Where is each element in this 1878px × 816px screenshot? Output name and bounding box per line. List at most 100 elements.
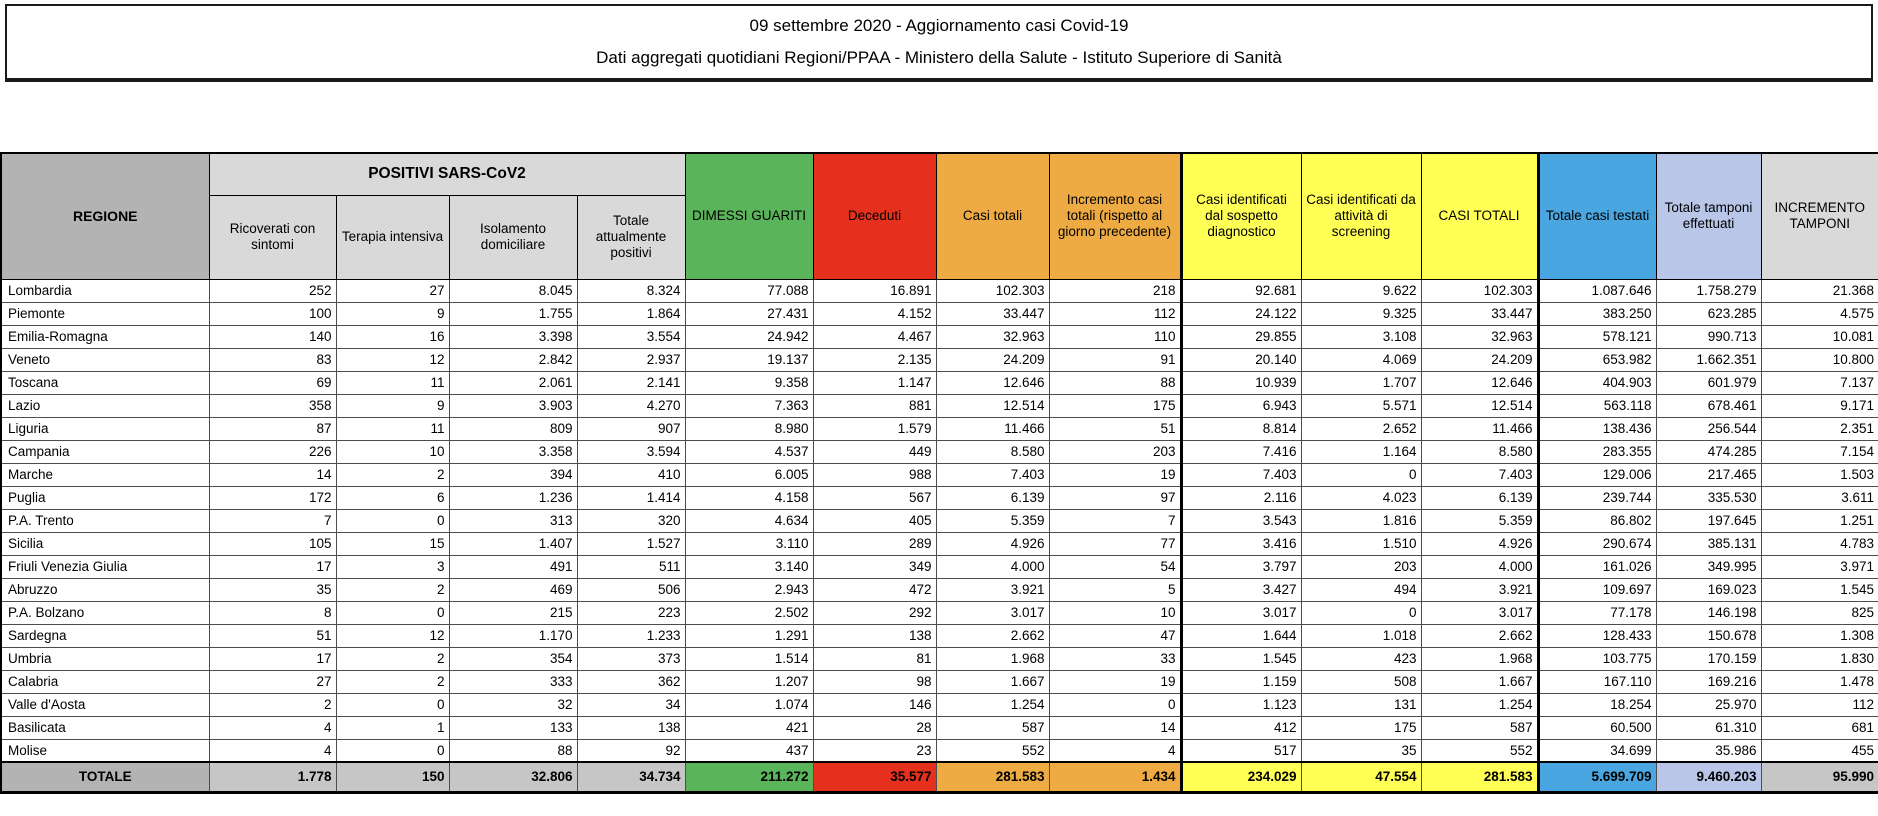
value-cell: 4.270 [576, 393, 686, 418]
value-cell: 1.667 [935, 669, 1050, 694]
value-cell: 27.431 [684, 301, 814, 326]
value-cell: 4.467 [812, 324, 937, 349]
region-cell: Abruzzo [0, 577, 210, 602]
table-row: Basilicata 4 1 133 138 421 28 587 14 412 175 587 60.… [0, 715, 1878, 740]
value-cell: 138 [576, 715, 686, 740]
value-cell: 150.678 [1655, 623, 1762, 648]
value-cell: 1.074 [684, 692, 814, 717]
value-cell: 0 [1048, 692, 1182, 717]
column-header-casi-sospetto-diagnostico: Casi identificati dal sospetto diagnosti… [1179, 152, 1302, 280]
value-cell: 3.108 [1300, 324, 1422, 349]
value-cell: 1.170 [448, 623, 578, 648]
region-cell: Basilicata [0, 715, 210, 740]
value-cell: 5.359 [1420, 508, 1540, 533]
value-cell: 19 [1048, 462, 1182, 487]
value-cell: 87 [208, 416, 337, 441]
value-cell: 33.447 [1420, 301, 1540, 326]
value-cell: 33 [1048, 646, 1182, 671]
value-cell: 24.209 [935, 347, 1050, 372]
value-cell: 203 [1300, 554, 1422, 579]
value-cell: 12.646 [1420, 370, 1540, 395]
value-cell: 491 [448, 554, 578, 579]
column-header-casi-totali: Casi totali [935, 152, 1050, 280]
value-cell: 97 [1048, 485, 1182, 510]
value-cell: 678.461 [1655, 393, 1762, 418]
region-column-header: REGIONE [0, 152, 210, 280]
table-row: Calabria 27 2 333 362 1.207 98 1.667 19 1.159 508 1… [0, 669, 1878, 694]
region-cell: Calabria [0, 669, 210, 694]
value-cell: 150 [335, 761, 450, 794]
value-cell: 2.842 [448, 347, 578, 372]
value-cell: 35.577 [812, 761, 937, 794]
value-cell: 1.830 [1760, 646, 1878, 671]
value-cell: 28 [812, 715, 937, 740]
value-cell: 508 [1300, 669, 1422, 694]
value-cell: 988 [812, 462, 937, 487]
table-row: Puglia 172 6 1.236 1.414 4.158 567 6.139 97 2.116… [0, 485, 1878, 510]
value-cell: 252 [208, 278, 337, 303]
table-row: Piemonte 100 9 1.755 1.864 27.431 4.152 33.447 1… [0, 301, 1878, 326]
value-cell: 2.502 [684, 600, 814, 625]
value-cell: 3.554 [576, 324, 686, 349]
value-cell: 3.017 [935, 600, 1050, 625]
value-cell: 511 [576, 554, 686, 579]
value-cell: 449 [812, 439, 937, 464]
table-row: Toscana 69 11 2.061 2.141 9.358 1.147 12.646 88 1… [0, 370, 1878, 395]
column-header-incremento-tamponi: INCREMENTO TAMPONI [1760, 152, 1878, 280]
value-cell: 128.433 [1537, 623, 1657, 648]
value-cell: 587 [1420, 715, 1540, 740]
table-row: Umbria 17 2 354 373 1.514 81 1.968 33 1.545 423 1.9… [0, 646, 1878, 671]
value-cell: 1.087.646 [1537, 278, 1657, 303]
value-cell: 223 [576, 600, 686, 625]
value-cell: 6.943 [1179, 393, 1302, 418]
region-cell: Molise [0, 738, 210, 763]
positivi-group-header: POSITIVI SARS-CoV2 [208, 152, 686, 196]
value-cell: 10 [1048, 600, 1182, 625]
value-cell: 131 [1300, 692, 1422, 717]
value-cell: 6.139 [935, 485, 1050, 510]
value-cell: 320 [576, 508, 686, 533]
value-cell: 8.045 [448, 278, 578, 303]
value-cell: 24.122 [1179, 301, 1302, 326]
value-cell: 8.580 [1420, 439, 1540, 464]
value-cell: 3.358 [448, 439, 578, 464]
value-cell: 12 [335, 347, 450, 372]
value-cell: 1.251 [1760, 508, 1878, 533]
value-cell: 0 [335, 600, 450, 625]
value-cell: 8.580 [935, 439, 1050, 464]
value-cell: 24.942 [684, 324, 814, 349]
region-cell: Piemonte [0, 301, 210, 326]
value-cell: 4.537 [684, 439, 814, 464]
value-cell: 25.970 [1655, 692, 1762, 717]
value-cell: 1.667 [1420, 669, 1540, 694]
value-cell: 1.233 [576, 623, 686, 648]
value-cell: 32.963 [935, 324, 1050, 349]
value-cell: 3.427 [1179, 577, 1302, 602]
value-cell: 54 [1048, 554, 1182, 579]
value-cell: 1.968 [935, 646, 1050, 671]
value-cell: 12.514 [1420, 393, 1540, 418]
value-cell: 98 [812, 669, 937, 694]
value-cell: 1.514 [684, 646, 814, 671]
value-cell: 47.554 [1300, 761, 1422, 794]
value-cell: 217.465 [1655, 462, 1762, 487]
value-cell: 256.544 [1655, 416, 1762, 441]
value-cell: 5.699.709 [1537, 761, 1657, 794]
value-cell: 3.903 [448, 393, 578, 418]
value-cell: 4.023 [1300, 485, 1422, 510]
table-row: Sardegna 51 12 1.170 1.233 1.291 138 2.662 47 1.6… [0, 623, 1878, 648]
value-cell: 809 [448, 416, 578, 441]
value-cell: 21.368 [1760, 278, 1878, 303]
value-cell: 3.971 [1760, 554, 1878, 579]
value-cell: 95.990 [1760, 761, 1878, 794]
table-body: Lombardia 252 27 8.045 8.324 77.088 16.891 102.… [0, 278, 1878, 763]
value-cell: 146.198 [1655, 600, 1762, 625]
value-cell: 10 [335, 439, 450, 464]
value-cell: 3.543 [1179, 508, 1302, 533]
table-row: Friuli Venezia Giulia 17 3 491 511 3.140 349 4.… [0, 554, 1878, 579]
value-cell: 9 [335, 301, 450, 326]
region-cell: Sicilia [0, 531, 210, 556]
value-cell: 1.123 [1179, 692, 1302, 717]
value-cell: 394 [448, 462, 578, 487]
total-row: TOTALE 1.778 150 32.806 34.734 211.272 35.577 2… [0, 761, 1878, 794]
